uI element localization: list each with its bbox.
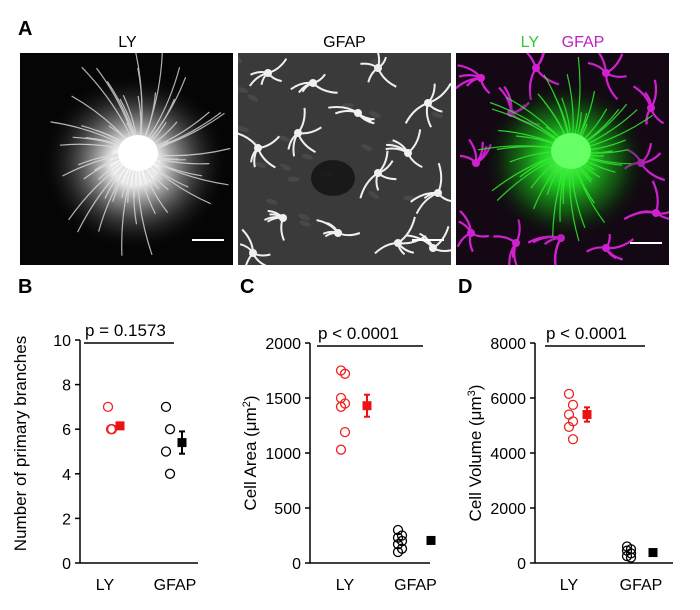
chart-d-data-point	[567, 434, 579, 445]
chart-d-significance-label: p < 0.0001	[546, 324, 627, 343]
chart-c-ytick-label: 0	[292, 556, 301, 573]
chart-c-mean-marker	[426, 535, 436, 545]
scalebar-merge	[630, 242, 662, 244]
chart-d-ytick-label: 2000	[490, 501, 526, 518]
chart-c-ytick-label: 500	[274, 501, 301, 518]
chart-branches: 0 2 4 6 8 10 LY GFAP Number of primary branches p…	[11, 321, 198, 594]
chart-c-ytick-label: 1000	[265, 446, 301, 463]
chart-b-mean-marker	[115, 421, 125, 431]
chart-d-mean-marker	[582, 410, 592, 419]
chart-c-data-point	[335, 401, 347, 412]
micrograph-gfap	[238, 53, 451, 265]
chart-area: 0 500 1000 1500 2000 LY GFAP Cell Area (μm2) p <…	[241, 324, 437, 594]
chart-c-xtick-label: LY	[336, 577, 355, 594]
panel-letter-d: D	[458, 276, 473, 298]
chart-d-ytick-label: 6000	[490, 391, 526, 408]
chart-d-ylabel: Cell Volume (μm3)	[466, 385, 485, 522]
chart-c-data-point	[392, 546, 404, 558]
chart-d-xtick-label: LY	[560, 577, 579, 594]
chart-d-data-point	[567, 399, 579, 411]
chart-b-ytick-label: 4	[62, 467, 71, 484]
chart-b-ylabel: Number of primary branches	[11, 336, 30, 551]
panel-letter-a: A	[18, 18, 33, 40]
micrograph-ly	[20, 53, 233, 265]
chart-b-ytick-label: 10	[53, 333, 71, 350]
chart-c-significance-label: p < 0.0001	[318, 324, 399, 343]
chart-b-ytick-label: 0	[62, 556, 71, 573]
scalebar-ly	[192, 239, 224, 241]
chart-d-ytick-label: 4000	[490, 446, 526, 463]
chart-b-ytick-label: 6	[62, 422, 71, 439]
chart-d-ytick-label: 0	[517, 556, 526, 573]
image-title-gfap: GFAP	[323, 34, 366, 51]
chart-d-data-point	[563, 388, 575, 400]
chart-d-xtick-label: GFAP	[620, 577, 663, 594]
chart-c-ytick-label: 2000	[265, 336, 301, 353]
chart-d-mean-marker	[648, 548, 658, 558]
chart-c-mean-marker	[362, 401, 372, 411]
chart-b-mean-marker	[177, 438, 187, 448]
chart-c-data-point	[335, 444, 347, 455]
chart-b-xtick-label: GFAP	[154, 577, 197, 594]
image-title-merge: LY GFAP	[456, 34, 669, 52]
chart-b-xtick-label: LY	[96, 577, 115, 594]
micrograph-gfap-drawing	[238, 53, 451, 265]
chart-c-ytick-label: 1500	[265, 391, 301, 408]
chart-volume: 0 2000 4000 6000 8000 LY GFAP Cell Volume (μm3)…	[466, 324, 673, 594]
chart-c-data-point	[339, 368, 351, 379]
chart-d-data-point	[563, 409, 575, 420]
image-title-ly: LY	[118, 34, 137, 51]
scalebar-gfap	[412, 239, 444, 241]
merge-title-gfap: GFAP	[561, 34, 605, 51]
chart-d-data-point	[563, 421, 575, 433]
panel-letter-b: B	[18, 276, 33, 298]
merge-title-ly: LY	[520, 34, 539, 51]
chart-b-ytick-label: 2	[62, 511, 71, 528]
chart-b-ytick-label: 8	[62, 378, 71, 395]
micrograph-merge	[456, 53, 669, 265]
chart-c-data-point	[339, 426, 351, 438]
chart-b-data-point	[102, 401, 114, 413]
chart-b-data-point	[160, 401, 172, 413]
micrograph-ly-drawing	[20, 53, 233, 265]
chart-c-ylabel: Cell Area (μm2)	[241, 395, 260, 510]
chart-b-data-point	[160, 446, 172, 457]
chart-c-xtick-label: GFAP	[394, 577, 437, 594]
micrograph-merge-drawing	[456, 53, 669, 265]
panel-letter-c: C	[240, 276, 255, 298]
chart-b-data-point	[164, 468, 176, 479]
chart-d-data-point	[625, 552, 637, 563]
chart-b-significance-label: p = 0.1573	[85, 321, 166, 340]
chart-b-data-point	[164, 424, 176, 435]
chart-d-ytick-label: 8000	[490, 336, 526, 353]
